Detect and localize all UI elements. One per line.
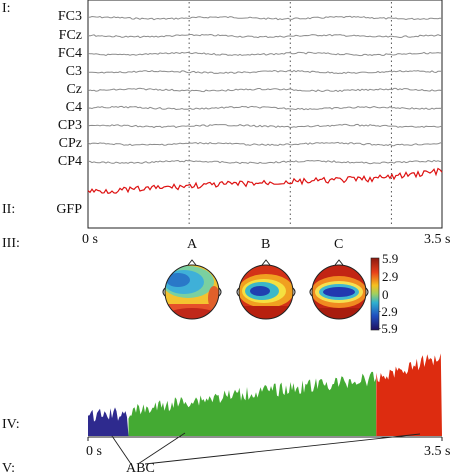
connector-line-a: [111, 435, 132, 465]
eeg-trace-cpz: [87, 141, 443, 147]
time-end-label: 3.5 s: [424, 232, 451, 247]
colorbar: [370, 257, 380, 331]
map-label-a: A: [187, 237, 198, 252]
map-label-b: B: [261, 237, 271, 252]
panel-label-iv: IV:: [2, 417, 20, 432]
eeg-trace-fc4: [87, 51, 443, 57]
colorbar-tick-max: 5.9: [382, 251, 399, 266]
colorbar-tick-min: −5.9: [374, 321, 398, 336]
eeg-trace-c3: [87, 69, 443, 75]
channel-label-c4: C4: [65, 100, 82, 115]
panel-label-i: I:: [2, 1, 11, 16]
eeg-trace-c4: [87, 105, 443, 111]
topomap-c: [309, 259, 369, 320]
channel-label-c3: C3: [65, 64, 82, 79]
bottom-axis-start: 0 s: [86, 444, 102, 459]
time-start-label: 0 s: [82, 232, 98, 247]
eeg-panel-frame: [87, 0, 443, 229]
segment-sequence-label: ABC: [126, 461, 155, 476]
map-label-c: C: [334, 237, 344, 252]
gfp-trace: [87, 167, 443, 194]
channel-label-fcz: FCz: [58, 28, 82, 43]
panel-label-ii: II:: [2, 202, 16, 217]
channel-label-fc4: FC4: [57, 46, 82, 61]
colorbar-tick-lower: −2.9: [374, 304, 398, 319]
gfp-segment-b: [128, 371, 377, 436]
panel-label-v: V:: [2, 461, 15, 476]
connector-line-b: [137, 432, 186, 465]
gfp-segment-c: [376, 353, 442, 436]
eeg-trace-fc3: [87, 15, 443, 21]
gfp-segment-a: [88, 407, 129, 436]
eeg-trace-cp3: [87, 123, 443, 129]
colorbar-tick-upper: 2.9: [382, 269, 399, 284]
channel-label-fc3: FC3: [57, 9, 82, 24]
connector-line-c: [144, 433, 421, 465]
channel-label-cp3: CP3: [57, 118, 82, 133]
colorbar-tick-zero: 0: [382, 287, 389, 302]
channel-label-cp4: CP4: [57, 154, 82, 169]
channel-label-cpz: CPz: [58, 136, 82, 151]
eeg-trace-fcz: [87, 33, 442, 39]
channel-label-cz: Cz: [66, 82, 82, 97]
topomap-a: [162, 259, 222, 320]
panel-label-iii: III:: [2, 236, 20, 251]
bottom-axis-end: 3.5 s: [424, 444, 451, 459]
eeg-trace-cp4: [87, 159, 442, 165]
topomap-b: [236, 259, 296, 320]
gfp-label: GFP: [56, 202, 82, 217]
eeg-trace-cz: [87, 87, 443, 93]
